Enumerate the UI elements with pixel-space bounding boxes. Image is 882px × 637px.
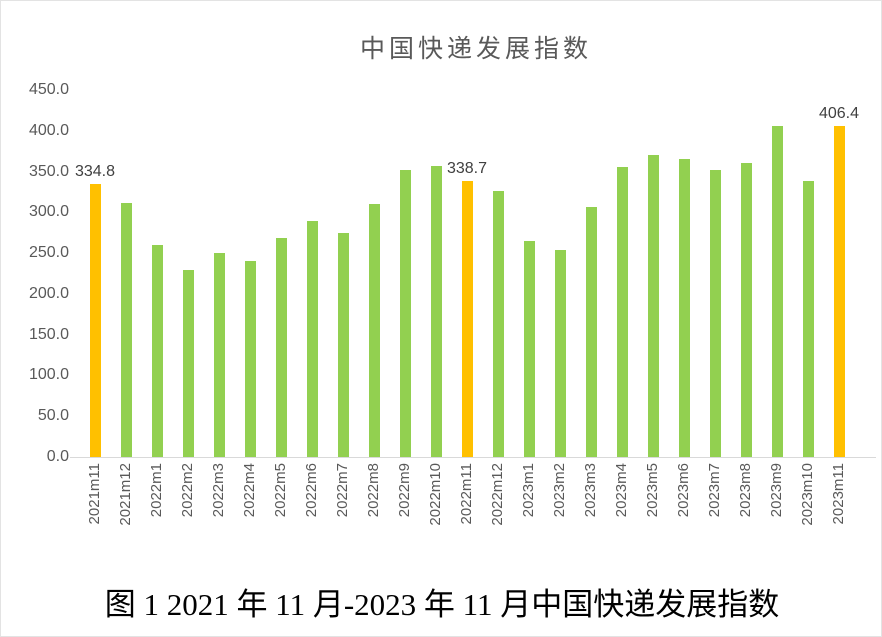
y-tick-label: 250.0 xyxy=(28,244,69,262)
bar-2023m7 xyxy=(709,170,721,457)
bar-2022m8 xyxy=(368,204,380,457)
x-tick-label-2022m9: 2022m9 xyxy=(396,463,413,518)
x-tick-label-2022m12: 2022m12 xyxy=(489,463,506,526)
x-tick-label-2022m5: 2022m5 xyxy=(272,463,289,518)
bar-2023m8 xyxy=(740,162,752,457)
plot-area xyxy=(70,90,876,458)
bar-2023m6 xyxy=(678,158,690,457)
x-tick-label-2022m3: 2022m3 xyxy=(210,463,227,518)
bar-2022m1 xyxy=(151,245,163,457)
x-tick-label-2023m8: 2023m8 xyxy=(737,463,754,518)
bar-2023m2 xyxy=(554,250,566,457)
x-axis-line xyxy=(70,457,876,458)
x-tick-label-2022m8: 2022m8 xyxy=(365,463,382,518)
x-tick-label-2023m11: 2023m11 xyxy=(830,463,847,525)
bar-2022m11 xyxy=(461,180,473,457)
x-tick-label-2023m7: 2023m7 xyxy=(706,463,723,518)
bar-2023m10 xyxy=(802,181,814,457)
bar-2022m7 xyxy=(337,233,349,457)
bar-2022m5 xyxy=(275,238,287,457)
x-tick-label-2023m10: 2023m10 xyxy=(799,463,816,526)
data-label-2022m11: 338.7 xyxy=(446,159,488,177)
bar-2022m9 xyxy=(399,170,411,457)
y-tick-label: 400.0 xyxy=(28,121,69,139)
x-tick-label-2023m1: 2023m1 xyxy=(520,463,537,518)
bar-2023m11 xyxy=(833,125,845,457)
bar-2021m12 xyxy=(120,203,132,457)
y-tick-label: 350.0 xyxy=(28,162,69,180)
x-tick-label-2023m3: 2023m3 xyxy=(582,463,599,518)
bar-2022m2 xyxy=(182,270,194,457)
bar-2022m12 xyxy=(492,191,504,457)
data-label-2023m11: 406.4 xyxy=(818,104,860,122)
bar-2023m9 xyxy=(771,126,783,457)
x-tick-label-2022m4: 2022m4 xyxy=(241,463,258,518)
y-tick-label: 450.0 xyxy=(28,81,69,98)
bar-2023m3 xyxy=(585,206,597,457)
x-tick-label-2023m6: 2023m6 xyxy=(675,463,692,518)
x-tick-label-2023m9: 2023m9 xyxy=(768,463,785,518)
x-tick-label-2021m11: 2021m11 xyxy=(86,463,103,525)
x-tick-label-2022m6: 2022m6 xyxy=(303,463,320,518)
y-tick-label: 50.0 xyxy=(37,407,69,425)
bar-2023m4 xyxy=(616,167,628,457)
bar-2022m3 xyxy=(213,253,225,457)
bar-2023m5 xyxy=(647,154,659,457)
data-label-2021m11: 334.8 xyxy=(74,162,116,180)
y-tick-label: 200.0 xyxy=(28,284,69,302)
x-tick-label-2022m7: 2022m7 xyxy=(334,463,351,518)
y-tick-label: 100.0 xyxy=(28,366,69,384)
x-tick-label-2022m10: 2022m10 xyxy=(427,463,444,526)
x-tick-label-2023m4: 2023m4 xyxy=(613,463,630,518)
y-tick-label: 150.0 xyxy=(28,325,69,343)
x-tick-label-2022m1: 2022m1 xyxy=(148,463,165,518)
x-tick-label-2022m2: 2022m2 xyxy=(179,463,196,518)
chart-title: 中国快递发展指数 xyxy=(359,35,592,63)
bar-chart: 中国快递发展指数 450.0 400.0 350.0 300.0 250.0 200.0 1… xyxy=(1,1,881,571)
x-tick-label-2023m5: 2023m5 xyxy=(644,463,661,518)
y-tick-label: 300.0 xyxy=(28,203,69,221)
x-tick-label-2022m11: 2022m11 xyxy=(458,463,475,525)
bar-2022m10 xyxy=(430,166,442,457)
x-tick-label-2021m12: 2021m12 xyxy=(117,463,134,526)
bar-2022m4 xyxy=(244,260,256,457)
bar-2021m11 xyxy=(89,184,101,457)
x-tick-label-2023m2: 2023m2 xyxy=(551,463,568,518)
bar-2022m6 xyxy=(306,220,318,457)
bar-2023m1 xyxy=(523,240,535,457)
y-tick-label: 0.0 xyxy=(46,448,69,465)
figure-caption: 图 1 2021 年 11 月-2023 年 11 月中国快递发展指数 xyxy=(104,587,780,622)
